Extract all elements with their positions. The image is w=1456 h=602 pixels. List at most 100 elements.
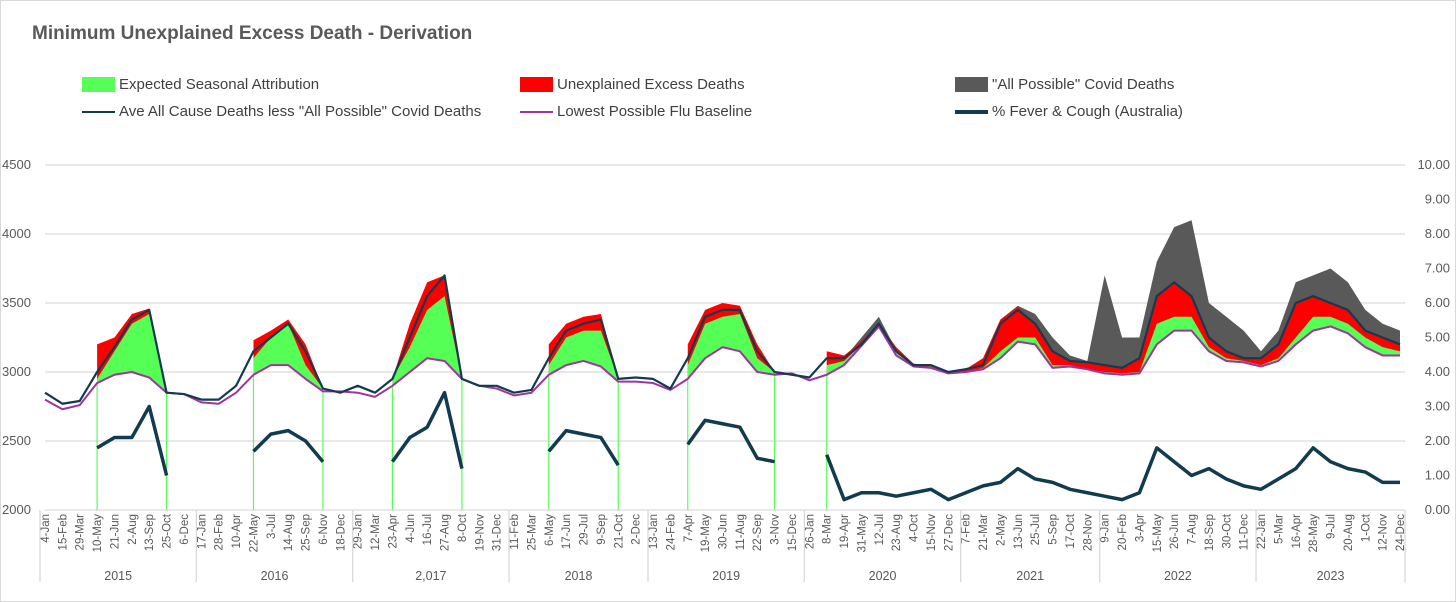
x-tick-label: 13-Jan	[648, 514, 660, 549]
legend-fever-cough: % Fever & Cough (Australia)	[955, 103, 1183, 120]
x-tick-label: 24-Feb	[665, 514, 677, 550]
x-tick-label: 1-Oct	[1360, 513, 1372, 542]
x-tick-label: 20-Aug	[1343, 514, 1355, 551]
x-tick-label: 9-Jul	[1326, 514, 1338, 539]
x-tick-label: 12-Jul	[874, 514, 886, 545]
x-tick-label: 10-Apr	[231, 514, 243, 549]
x-tick-label: 21-Oct	[613, 513, 625, 548]
y-right-tick-label: 10.00	[1417, 157, 1450, 172]
x-tick-label: 7-Feb	[961, 514, 973, 544]
x-tick-label: 25-Mar	[526, 514, 538, 551]
x-tick-label: 21-Mar	[978, 514, 990, 551]
x-tick-label: 2-Aug	[127, 514, 139, 545]
expected-seasonal-area	[97, 314, 167, 393]
x-tick-label: 26-Jun	[1169, 514, 1181, 549]
x-tick-label: 16-Apr	[1291, 514, 1303, 549]
x-tick-label: 24-Dec	[1395, 514, 1407, 551]
y-right-tick-label: 3.00	[1425, 399, 1450, 414]
x-tick-label: 21-Jun	[109, 514, 121, 549]
x-tick-label: 25-Jul	[1030, 514, 1042, 545]
x-tick-label: 19-Apr	[839, 514, 851, 549]
fever-cough-line	[825, 446, 1400, 502]
legend-label: Unexplained Excess Deaths	[557, 76, 745, 93]
x-tick-label: 27-Dec	[943, 514, 955, 551]
y-right-tick-label: 9.00	[1425, 192, 1450, 207]
x-tick-label: 15-May	[1152, 514, 1164, 553]
x-tick-label: 27-Aug	[440, 514, 452, 551]
x-tick-label: 30-Oct	[1221, 513, 1233, 548]
x-tick-label: 16-Jul	[422, 514, 434, 545]
x-tick-label: 17-Jan	[196, 514, 208, 549]
legend-all-cause-less-covid: Ave All Cause Deaths less "All Possible"…	[82, 103, 481, 120]
x-tick-label: 6-Dec	[179, 514, 191, 545]
year-label: 2015	[104, 569, 132, 583]
x-tick-label: 22-Sep	[752, 514, 764, 551]
year-label: 2,017	[415, 569, 446, 583]
x-tick-label: 11-Aug	[735, 514, 747, 550]
expected-seasonal-area	[253, 323, 323, 392]
year-label: 2016	[261, 569, 289, 583]
x-tick-label: 6-Nov	[318, 514, 330, 545]
x-tick-label: 15-Feb	[57, 514, 69, 550]
year-label: 2022	[1164, 569, 1192, 583]
x-tick-label: 29-Mar	[75, 514, 87, 551]
legend-label: Lowest Possible Flu Baseline	[557, 103, 753, 120]
x-tick-label: 28-Nov	[1082, 514, 1094, 551]
x-tick-label: 22-May	[248, 514, 260, 553]
chart-title: Minimum Unexplained Excess Death - Deriv…	[32, 23, 473, 44]
x-tick-label: 2-Dec	[631, 514, 643, 545]
legend-label: Ave All Cause Deaths less "All Possible"…	[119, 103, 482, 120]
legend-swatch-red	[520, 77, 553, 92]
x-tick-label: 13-Sep	[144, 514, 156, 551]
legend-covid-deaths: "All Possible" Covid Deaths	[955, 76, 1174, 93]
x-tick-label: 31-Dec	[492, 514, 504, 551]
y-right-tick-label: 8.00	[1425, 226, 1450, 241]
year-label: 2023	[1317, 569, 1345, 583]
x-tick-label: 8-Mar	[822, 514, 834, 544]
x-tick-label: 12-Nov	[1378, 514, 1390, 551]
x-tick-label: 2-May	[995, 514, 1007, 546]
fever-cough-line	[252, 428, 325, 463]
x-tick-label: 4-Jun	[405, 514, 417, 543]
x-tick-label: 5-Sep	[1048, 514, 1060, 545]
x-tick-label: 17-Jun	[561, 514, 573, 549]
x-tick-label: 7-Apr	[683, 514, 695, 542]
x-tick-label: 9-Sep	[596, 514, 608, 545]
legend-swatch-grey	[955, 77, 988, 92]
x-tick-label: 25-Sep	[301, 514, 313, 551]
legend-swatch-thick-line	[955, 109, 988, 114]
year-label: 2021	[1016, 569, 1044, 583]
expected-seasonal-area	[548, 330, 619, 382]
x-tick-label: 23-Aug	[891, 514, 903, 551]
legend-flu-baseline: Lowest Possible Flu Baseline	[520, 103, 752, 120]
x-tick-label: 5-Mar	[1273, 514, 1285, 544]
y-right-tick-label: 5.00	[1425, 330, 1450, 345]
x-tick-label: 28-May	[1308, 514, 1320, 553]
x-tick-label: 20-Feb	[1117, 514, 1129, 550]
x-tick-label: 25-Oct	[162, 513, 174, 548]
y-right-tick-label: 4.00	[1425, 364, 1450, 379]
x-tick-label: 23-Apr	[387, 514, 399, 549]
y-left-tick-label: 4000	[2, 226, 31, 241]
y-left-tick-label: 3000	[2, 364, 31, 379]
expected-seasonal-area	[826, 316, 1400, 375]
fever-cough-line	[391, 390, 464, 469]
x-tick-label: 3-Apr	[1134, 514, 1146, 542]
expected-seasonal-area	[687, 314, 775, 379]
x-tick-label: 13-Jun	[1013, 514, 1025, 549]
x-tick-label: 3-Jul	[266, 514, 278, 539]
x-tick-label: 15-Dec	[787, 514, 799, 551]
y-right-tick-label: 2.00	[1425, 433, 1450, 448]
y-left-tick-label: 2500	[2, 433, 31, 448]
legend-swatch-green	[82, 77, 115, 92]
x-tick-label: 14-Aug	[283, 514, 295, 551]
x-tick-label: 28-Feb	[214, 514, 226, 550]
y-right-tick-label: 6.00	[1425, 295, 1450, 310]
y-right-tick-label: 0.00	[1425, 502, 1450, 517]
x-tick-label: 18-Sep	[1204, 514, 1216, 551]
x-tick-label: 4-Jan	[40, 514, 52, 543]
legend-swatch-dark-line	[82, 110, 115, 113]
y-right-tick-label: 7.00	[1425, 261, 1450, 276]
x-tick-label: 22-Jan	[1256, 514, 1268, 549]
